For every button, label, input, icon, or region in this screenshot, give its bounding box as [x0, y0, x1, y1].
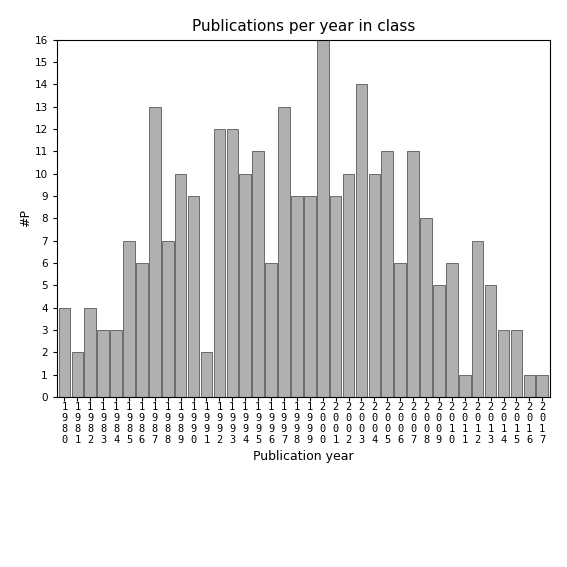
- Bar: [511, 330, 522, 397]
- Bar: [330, 196, 341, 397]
- Bar: [369, 174, 380, 397]
- Bar: [84, 308, 96, 397]
- Bar: [317, 40, 328, 397]
- Bar: [433, 285, 445, 397]
- Bar: [536, 375, 548, 397]
- Bar: [485, 285, 496, 397]
- Title: Publications per year in class: Publications per year in class: [192, 19, 415, 35]
- Bar: [407, 151, 419, 397]
- Bar: [382, 151, 393, 397]
- Bar: [71, 352, 83, 397]
- Bar: [136, 263, 148, 397]
- Bar: [446, 263, 458, 397]
- Bar: [304, 196, 316, 397]
- Bar: [98, 330, 109, 397]
- Bar: [498, 330, 509, 397]
- Bar: [342, 174, 354, 397]
- X-axis label: Publication year: Publication year: [253, 450, 354, 463]
- Bar: [214, 129, 225, 397]
- Bar: [459, 375, 471, 397]
- Bar: [265, 263, 277, 397]
- Bar: [291, 196, 303, 397]
- Y-axis label: #P: #P: [19, 209, 32, 227]
- Bar: [58, 308, 70, 397]
- Bar: [175, 174, 187, 397]
- Bar: [472, 240, 484, 397]
- Bar: [278, 107, 290, 397]
- Bar: [111, 330, 122, 397]
- Bar: [188, 196, 200, 397]
- Bar: [226, 129, 238, 397]
- Bar: [420, 218, 432, 397]
- Bar: [149, 107, 160, 397]
- Bar: [201, 352, 212, 397]
- Bar: [123, 240, 135, 397]
- Bar: [239, 174, 251, 397]
- Bar: [395, 263, 406, 397]
- Bar: [162, 240, 174, 397]
- Bar: [523, 375, 535, 397]
- Bar: [252, 151, 264, 397]
- Bar: [356, 84, 367, 397]
